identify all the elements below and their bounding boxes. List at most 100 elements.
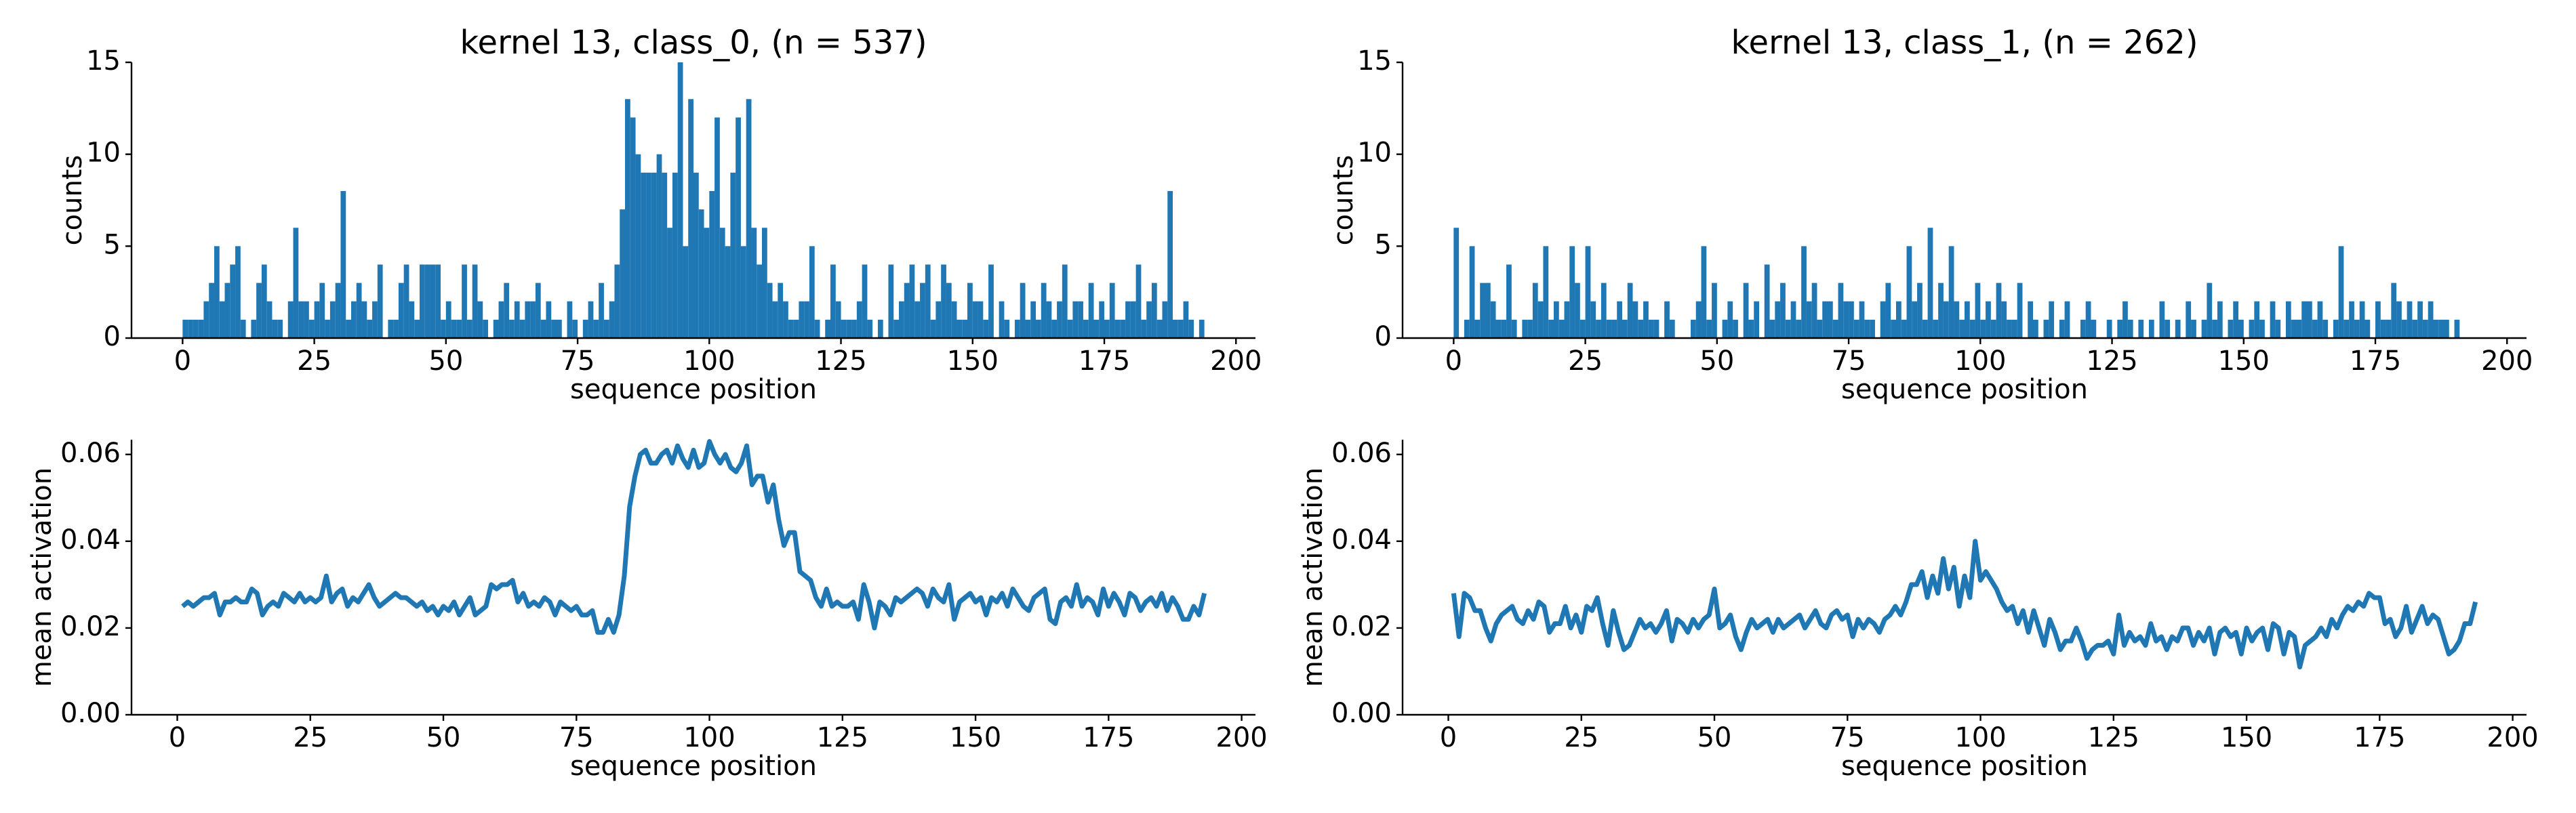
histogram-bar xyxy=(435,264,441,338)
histogram-bar xyxy=(1769,319,1775,338)
histogram-bar xyxy=(1922,319,1928,338)
histogram-bar xyxy=(1501,319,1507,338)
histogram-bar xyxy=(198,319,204,338)
histogram-bar xyxy=(2033,319,2038,338)
histogram-bar xyxy=(1754,301,1759,338)
histogram-bar xyxy=(1638,319,1644,338)
histogram-bar xyxy=(1743,283,1749,338)
histogram-bar xyxy=(999,301,1005,338)
histogram-bar xyxy=(2433,319,2439,338)
histogram-bar xyxy=(1606,319,1612,338)
histogram-bar xyxy=(2259,319,2265,338)
histogram-bar xyxy=(588,301,594,338)
histogram-bar xyxy=(1188,319,1194,338)
histogram-bar xyxy=(393,319,399,338)
histogram-bar xyxy=(493,319,499,338)
x-tick-label: 150 xyxy=(950,722,1001,753)
histogram-bar xyxy=(193,319,199,338)
histogram-bar xyxy=(2322,319,2329,338)
histogram-bar xyxy=(2011,319,2017,338)
histogram-bar xyxy=(715,117,720,338)
y-tick-label: 10 xyxy=(1357,138,1392,169)
histogram-bar xyxy=(730,172,736,338)
histogram-bar xyxy=(925,264,931,338)
histogram-bar xyxy=(367,319,373,338)
activation-line xyxy=(1451,539,2478,670)
histogram-bar xyxy=(2401,319,2407,338)
histogram-bar xyxy=(930,319,936,338)
histogram-bar xyxy=(346,319,351,338)
x-tick-label: 100 xyxy=(1954,722,2006,753)
histogram-bar xyxy=(2085,301,2091,338)
histogram-bar xyxy=(2217,301,2223,338)
histogram-bar xyxy=(1864,319,1870,338)
histogram-bar xyxy=(2417,301,2423,338)
x-tick-label: 25 xyxy=(297,346,331,377)
histogram-bar xyxy=(1843,301,1849,338)
histogram-bar xyxy=(203,301,209,338)
histogram-bar xyxy=(277,319,283,338)
histogram-bar xyxy=(1575,283,1580,338)
x-tick-label: 0 xyxy=(1440,722,1457,753)
histogram-bar xyxy=(1733,319,1738,338)
y-tick-label: 0.04 xyxy=(1331,524,1392,556)
histogram-bar xyxy=(1775,301,1781,338)
histogram-bar xyxy=(1088,283,1094,338)
histogram-bar xyxy=(704,228,710,338)
histogram-bar xyxy=(1146,301,1152,338)
x-axis-label: sequence position xyxy=(1841,374,2088,405)
histogram-bar xyxy=(1912,301,1918,338)
histogram-bar xyxy=(1135,264,1142,338)
histogram-bar xyxy=(888,264,894,338)
x-tick-label: 125 xyxy=(2086,346,2137,377)
histogram-bar xyxy=(1495,319,1502,338)
histogram-bar xyxy=(1104,319,1110,338)
x-tick-label: 0 xyxy=(169,722,186,753)
histogram-bar xyxy=(2333,319,2339,338)
histogram-bar xyxy=(1590,301,1596,338)
histogram-bar xyxy=(1156,319,1163,338)
histogram-bar xyxy=(530,301,536,338)
x-tick-label: 175 xyxy=(2350,346,2401,377)
histogram-bar xyxy=(1611,319,1617,338)
histogram-bar xyxy=(2001,301,2007,338)
histogram-bar xyxy=(567,301,573,338)
histogram-bar xyxy=(525,301,531,338)
histogram-bar xyxy=(2312,319,2318,338)
histogram-bar xyxy=(830,264,836,338)
histogram-bar xyxy=(2291,319,2297,338)
histogram-bar xyxy=(1653,319,1659,338)
histogram-bar xyxy=(719,228,725,338)
histogram-bar xyxy=(1099,301,1105,338)
histogram-bar xyxy=(1564,301,1570,338)
y-tick-label: 5 xyxy=(104,229,121,260)
histogram-bar xyxy=(951,301,957,338)
histogram-bar xyxy=(1067,319,1073,338)
histogram-bar xyxy=(1990,319,1996,338)
histogram-bar xyxy=(946,283,952,338)
histogram-bar xyxy=(2059,319,2065,338)
histogram-bar xyxy=(772,301,778,338)
histogram-bar xyxy=(1480,283,1485,338)
histogram-bar xyxy=(2454,319,2460,338)
histogram-bar xyxy=(1474,319,1481,338)
histogram-bar xyxy=(2391,283,2397,338)
histogram-bar xyxy=(962,319,968,338)
chart-title: kernel 13, class_1, (n = 262) xyxy=(1731,24,2198,62)
histogram-bar xyxy=(1706,319,1712,338)
histogram-bar xyxy=(1553,301,1559,338)
histogram-bar xyxy=(1832,319,1838,338)
y-tick-label: 15 xyxy=(1357,45,1392,77)
histogram-bar xyxy=(1532,283,1538,338)
x-tick-label: 200 xyxy=(2481,346,2533,377)
x-tick-label: 25 xyxy=(293,722,327,753)
histogram-bar xyxy=(2106,319,2112,338)
y-tick-label: 0.04 xyxy=(60,524,121,556)
y-tick-label: 0.02 xyxy=(1331,611,1392,642)
histogram-bar xyxy=(978,301,984,338)
histogram-bar xyxy=(1506,264,1512,338)
histogram-bar xyxy=(540,319,546,338)
histogram-bar xyxy=(1453,228,1460,338)
histogram-bar xyxy=(609,301,615,338)
histogram-bar xyxy=(1558,319,1565,338)
